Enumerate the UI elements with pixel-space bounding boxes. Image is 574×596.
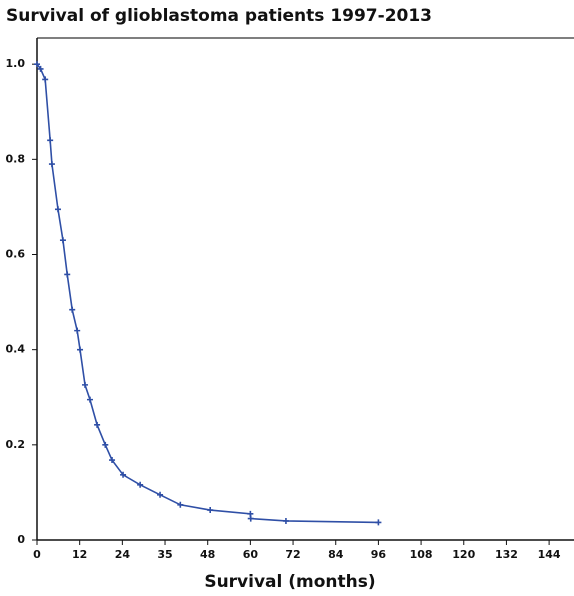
censor-mark xyxy=(59,237,66,244)
censor-mark xyxy=(34,61,40,68)
censor-mark xyxy=(42,76,49,83)
x-tick-label: 84 xyxy=(328,548,344,561)
survival-curve xyxy=(36,63,379,524)
censor-mark xyxy=(282,517,289,524)
x-axis-label: Survival (months) xyxy=(204,572,375,592)
y-tick-label: 0.4 xyxy=(6,343,26,356)
y-tick-label: 1.0 xyxy=(6,57,26,70)
x-tick-label: 48 xyxy=(200,548,215,561)
censor-mark xyxy=(47,137,54,144)
censor-mark xyxy=(77,346,84,353)
x-tick-label: 72 xyxy=(285,548,300,561)
censor-mark xyxy=(37,65,44,72)
censor-mark xyxy=(82,381,89,388)
censor-mark xyxy=(74,327,81,334)
censor-mark xyxy=(177,501,184,508)
censor-mark xyxy=(94,421,101,428)
censor-mark xyxy=(137,481,144,488)
censor-mark xyxy=(64,271,71,278)
y-tick-label: 0 xyxy=(17,533,25,546)
x-tick-label: 12 xyxy=(72,548,87,561)
censor-mark xyxy=(48,161,55,168)
censor-mark xyxy=(86,396,93,403)
censor-mark xyxy=(157,491,164,498)
x-tick-label: 24 xyxy=(115,548,131,561)
censor-mark xyxy=(109,457,116,464)
y-tick-label: 0.2 xyxy=(6,438,26,451)
y-tick-label: 0.8 xyxy=(6,152,26,165)
x-tick-label: 132 xyxy=(495,548,518,561)
x-tick-label: 144 xyxy=(538,548,561,561)
censor-mark xyxy=(207,507,214,514)
censor-mark xyxy=(69,306,76,313)
censor-mark xyxy=(120,471,127,478)
y-tick-label: 0.6 xyxy=(6,248,26,261)
censor-mark xyxy=(375,519,382,526)
censor-mark xyxy=(54,206,61,213)
x-tick-label: 60 xyxy=(243,548,259,561)
x-tick-label: 108 xyxy=(410,548,433,561)
x-tick-label: 96 xyxy=(371,548,387,561)
x-tick-label: 120 xyxy=(452,548,475,561)
chart-title: Survival of glioblastoma patients 1997-2… xyxy=(6,6,432,26)
x-tick-label: 0 xyxy=(33,548,41,561)
censor-mark xyxy=(102,441,109,448)
censor-mark xyxy=(247,515,254,522)
x-tick-label: 35 xyxy=(157,548,172,561)
